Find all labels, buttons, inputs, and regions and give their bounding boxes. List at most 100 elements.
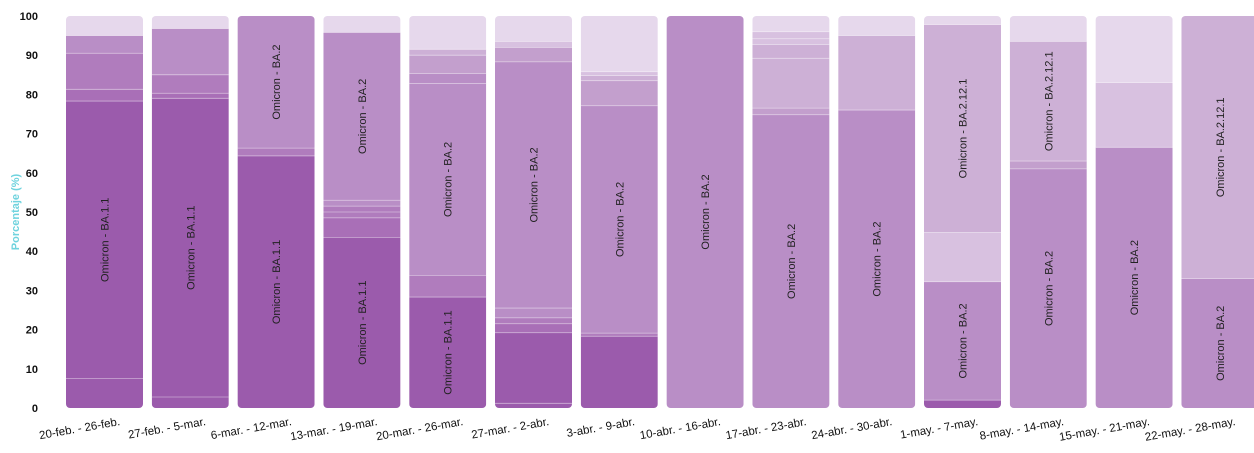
bar-segment [580, 71, 658, 76]
segment-label: Omicron - BA.2 [786, 224, 798, 299]
bar-segment [752, 108, 830, 115]
segment-label: Omicron - BA.2.12.1 [1215, 97, 1227, 197]
x-tick-label: 17-abr. - 23-abr. [725, 416, 808, 442]
segment-label: Omicron - BA.2 [1215, 306, 1227, 381]
bar-segment [1009, 16, 1087, 42]
bar-segment [752, 31, 830, 39]
x-tick-label: 13-mar. - 19-mar. [289, 416, 378, 443]
segment-label: Omicron - BA.2 [357, 79, 369, 154]
x-tick-label: 3-abr. - 9-abr. [566, 416, 636, 440]
bar-segment [151, 397, 229, 408]
segment-label: Omicron - BA.2 [958, 303, 970, 378]
bar-segment [495, 41, 572, 48]
y-tick-label: 70 [26, 129, 38, 141]
bar-segment [924, 232, 1001, 282]
segment-label: Omicron - BA.2 [1043, 251, 1055, 326]
bar-segment [151, 98, 229, 398]
bar-segment [237, 155, 315, 408]
bar-4: Omicron - BA.1.1 Omicron - BA.2 [409, 16, 487, 408]
y-tick-label: 40 [26, 246, 38, 258]
y-tick-label: 60 [26, 168, 38, 180]
bar-segment [495, 332, 572, 404]
bar-segment [151, 28, 229, 75]
bar-12: Omicron - BA.2 [1095, 16, 1173, 408]
segment-label: Omicron - BA.2 [872, 221, 884, 296]
segment-label: Omicron - BA.2.12.1 [958, 79, 970, 179]
bar-3: Omicron - BA.1.1 Omicron - BA.2 [323, 16, 401, 408]
bar-segment [1095, 16, 1173, 83]
bar-segment [495, 47, 572, 62]
bar-segment [666, 16, 744, 408]
x-tick-label: 22-may. - 28-may. [1144, 416, 1236, 444]
x-tick-label: 15-may. - 21-may. [1058, 416, 1150, 444]
bar-segment [838, 16, 916, 36]
bar-segment [151, 74, 229, 94]
x-tick-label: 8-may. - 14-may. [979, 416, 1065, 443]
segment-label: Omicron - BA.1.1 [443, 310, 455, 394]
bar-segment [409, 49, 487, 56]
bar-segment [409, 297, 487, 408]
bar-segment [924, 24, 1001, 233]
x-tick-label: 10-abr. - 16-abr. [639, 416, 722, 442]
bar-9: Omicron - BA.2 [838, 16, 916, 408]
bar-segment [580, 336, 658, 408]
segment-label: Omicron - BA.2 [443, 142, 455, 217]
segment-label: Omicron - BA.2 [614, 182, 626, 257]
bar-segment [580, 105, 658, 334]
bar-segment [495, 16, 572, 42]
y-tick-label: 30 [26, 285, 38, 297]
bar-segment [409, 275, 487, 298]
bar-segment [752, 16, 830, 32]
bar-11: Omicron - BA.2 Omicron - BA.2.12.1 [1009, 16, 1087, 408]
bar-segment [580, 16, 658, 72]
bar-segment [323, 217, 401, 238]
bar-segment [752, 44, 830, 59]
bar-1: Omicron - BA.1.1 [151, 16, 229, 408]
bar-segment [838, 110, 916, 408]
bar-0: Omicron - BA.1.1 [66, 16, 143, 408]
x-tick-label: 20-mar. - 26-mar. [375, 416, 464, 443]
bar-5: Omicron - BA.2 [495, 16, 572, 408]
segment-label: Omicron - BA.2 [1129, 240, 1141, 315]
x-tick-label: 1-may. - 7-may. [899, 416, 979, 442]
bar-segment [323, 212, 401, 218]
y-tick-label: 0 [32, 403, 38, 415]
bar-segment [66, 53, 143, 90]
y-tick-label: 50 [26, 207, 38, 219]
y-tick-label: 10 [26, 364, 38, 376]
bar-13: Omicron - BA.2 Omicron - BA.2.12.1 [1181, 16, 1254, 408]
bar-segment [924, 281, 1001, 401]
bar-segment [495, 308, 572, 318]
bar-segment [323, 206, 401, 212]
bar-segment [495, 61, 572, 309]
bar-segment [1009, 168, 1087, 408]
y-tick-label: 100 [20, 11, 38, 23]
bar-segment [66, 16, 143, 36]
bar-segment [924, 400, 1001, 408]
bar-10: Omicron - BA.2 Omicron - BA.2.12.1 [924, 16, 1001, 408]
bar-segment [409, 73, 487, 84]
x-tick-label: 24-abr. - 30-abr. [811, 416, 894, 442]
bar-segment [495, 323, 572, 333]
bar-segment [323, 32, 401, 201]
bar-segment [323, 16, 401, 33]
bar-2: Omicron - BA.1.1 Omicron - BA.2 [237, 16, 315, 408]
segment-label: Omicron - BA.1.1 [271, 240, 283, 324]
bar-segment [1095, 82, 1173, 148]
x-tick-label: 27-mar. - 2-abr. [471, 416, 551, 441]
bar-segment [1181, 278, 1254, 408]
bar-segment [495, 403, 572, 408]
bar-segment [66, 378, 143, 408]
bar-6: Omicron - BA.2 [580, 16, 658, 408]
bar-segment [924, 16, 1001, 25]
x-tick-label: 27-feb. - 5-mar. [127, 416, 207, 441]
bar-segment [66, 35, 143, 54]
bar-segment [409, 16, 487, 50]
segment-label: Omicron - BA.2 [271, 44, 283, 119]
bar-segment [237, 16, 315, 149]
y-tick-label: 80 [26, 89, 38, 101]
x-tick-label: 6-mar. - 12-mar. [210, 416, 293, 442]
bar-segment [323, 237, 401, 408]
